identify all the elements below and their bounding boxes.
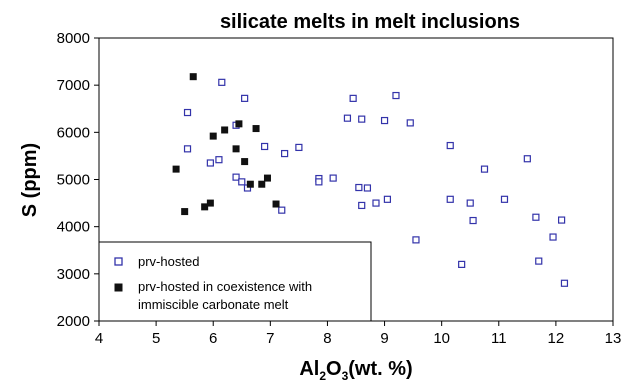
data-point-prv-hosted — [358, 201, 366, 210]
x-tick-label: 5 — [152, 330, 160, 347]
x-axis-title-tail: (wt. %) — [348, 358, 412, 380]
data-point-prv-hosted — [355, 183, 363, 192]
data-point-prv-hosted — [535, 257, 543, 265]
y-tick-label: 7000 — [57, 77, 90, 94]
data-point-prv-hosted — [523, 155, 531, 163]
data-point-prv-hosted — [358, 115, 366, 123]
data-point-coexistence — [172, 165, 180, 173]
data-point-prv-hosted — [469, 216, 477, 225]
data-point-prv-hosted — [406, 119, 414, 127]
data-point-coexistence — [189, 73, 197, 81]
data-point-coexistence — [258, 180, 266, 188]
data-point-coexistence — [201, 203, 209, 211]
data-point-prv-hosted — [380, 116, 389, 125]
y-tick-label: 3000 — [57, 266, 90, 283]
data-point-prv-hosted — [412, 236, 420, 244]
data-point-coexistence — [263, 174, 271, 182]
data-point-prv-hosted — [218, 78, 226, 86]
data-point-coexistence — [221, 126, 229, 134]
x-axis: 4 5 6 7 8 9 10 11 12 13 — [95, 321, 622, 347]
data-point-prv-hosted — [329, 174, 337, 182]
y-axis-title: S (ppm) — [19, 143, 41, 217]
x-tick-label: 4 — [95, 330, 103, 347]
legend-label-coexistence-line1: prv-hosted in coexistence with — [138, 279, 312, 294]
data-point-prv-hosted — [183, 145, 192, 153]
x-axis-title: Al2O3(wt. %) — [299, 358, 412, 383]
data-point-coexistence — [232, 145, 240, 153]
data-point-prv-hosted — [206, 159, 214, 167]
legend-box — [98, 241, 372, 322]
data-point-prv-hosted — [446, 195, 454, 203]
x-tick-label: 6 — [209, 330, 217, 347]
data-point-prv-hosted — [241, 94, 249, 102]
data-point-prv-hosted — [549, 233, 557, 241]
data-point-prv-hosted — [295, 143, 303, 152]
data-point-prv-hosted — [232, 173, 240, 181]
x-tick-label: 12 — [548, 330, 565, 347]
y-axis: 2000 3000 4000 5000 6000 7000 8000 — [57, 30, 99, 330]
data-point-coexistence — [272, 200, 280, 208]
data-point-prv-hosted — [215, 156, 223, 164]
legend-label-coexistence-line2: immiscible carbonate melt — [138, 297, 289, 312]
data-point-prv-hosted — [392, 91, 400, 100]
x-tick-label: 13 — [605, 330, 622, 347]
y-tick-label: 8000 — [57, 30, 90, 47]
data-point-prv-hosted — [363, 184, 372, 192]
x-tick-label: 7 — [266, 330, 274, 347]
data-point-prv-hosted — [500, 195, 509, 203]
y-tick-label: 2000 — [57, 313, 90, 330]
legend-label-prv-hosted: prv-hosted — [138, 254, 199, 269]
x-tick-label: 10 — [433, 330, 450, 347]
legend-marker-filled-square — [114, 283, 123, 292]
x-axis-title-sub1: 2 — [319, 369, 326, 383]
data-point-prv-hosted — [560, 279, 569, 287]
data-points — [172, 73, 569, 287]
y-tick-label: 5000 — [57, 172, 90, 189]
data-point-coexistence — [235, 120, 243, 128]
x-tick-label: 8 — [323, 330, 331, 347]
data-point-prv-hosted — [315, 178, 323, 186]
data-point-coexistence — [181, 208, 189, 216]
data-point-prv-hosted — [446, 141, 454, 150]
data-point-prv-hosted — [557, 216, 566, 224]
data-point-prv-hosted — [238, 178, 246, 186]
data-point-prv-hosted — [281, 149, 289, 158]
data-point-coexistence — [209, 132, 217, 140]
data-point-prv-hosted — [183, 108, 192, 117]
x-tick-label: 9 — [380, 330, 388, 347]
x-tick-label: 11 — [491, 330, 507, 347]
data-point-prv-hosted — [458, 260, 466, 268]
data-point-prv-hosted — [278, 206, 286, 214]
y-tick-label: 4000 — [57, 219, 90, 236]
data-point-coexistence — [246, 180, 254, 188]
data-point-prv-hosted — [480, 165, 489, 173]
chart-title: silicate melts in melt inclusions — [220, 11, 520, 33]
legend-marker-open-square — [114, 257, 123, 266]
data-point-prv-hosted — [349, 94, 357, 102]
data-point-prv-hosted — [532, 213, 540, 221]
x-axis-title-sub2: 3 — [342, 369, 349, 383]
y-tick-label: 6000 — [57, 124, 90, 141]
data-point-prv-hosted — [383, 195, 392, 203]
data-point-coexistence — [206, 199, 214, 207]
data-point-prv-hosted — [466, 199, 474, 207]
data-point-prv-hosted — [372, 199, 380, 207]
data-point-prv-hosted — [261, 142, 269, 151]
data-point-coexistence — [252, 125, 260, 133]
x-axis-title-main: Al — [299, 358, 319, 380]
data-point-prv-hosted — [343, 114, 352, 122]
data-point-coexistence — [241, 158, 249, 166]
x-axis-title-mid: O — [326, 358, 342, 380]
legend: prv-hosted prv-hosted in coexistence wit… — [98, 241, 372, 322]
